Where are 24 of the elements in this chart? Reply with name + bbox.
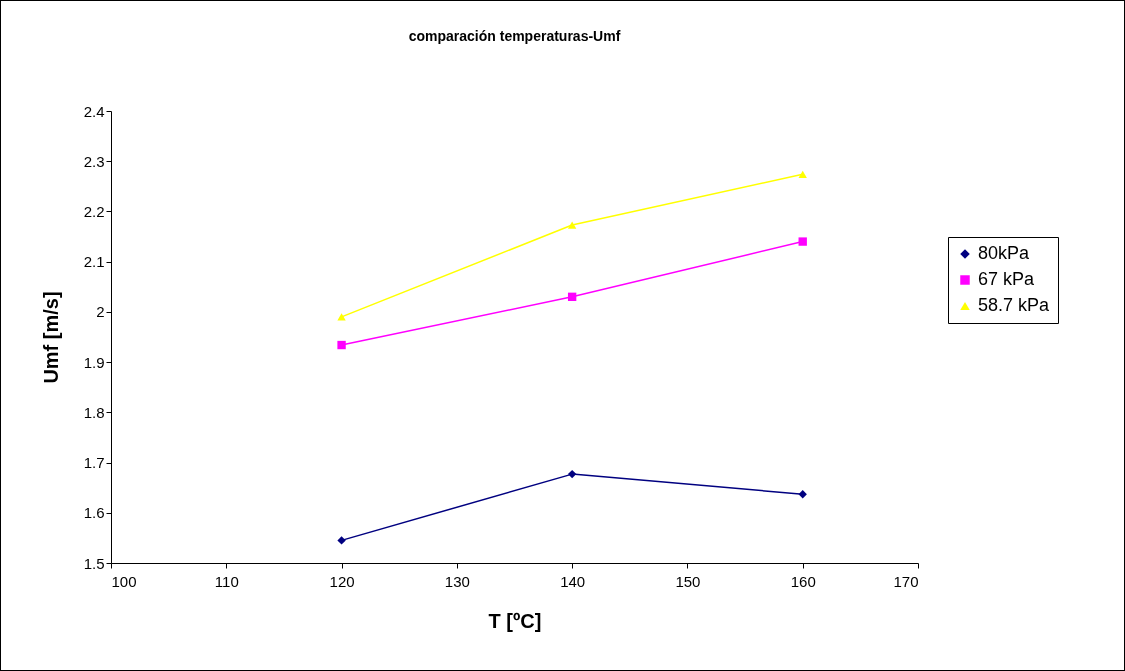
legend-label: 80kPa xyxy=(978,243,1031,263)
legend-label: 67 kPa xyxy=(978,269,1036,289)
x-tick-label: 130 xyxy=(444,572,470,590)
x-tick-label: 110 xyxy=(214,572,239,590)
x-tick-label: 160 xyxy=(790,572,816,590)
chart-title: comparación temperaturas-Umf xyxy=(408,28,621,44)
legend-label: 58.7 kPa xyxy=(978,295,1051,315)
y-tick-label: 2.2 xyxy=(83,202,105,220)
y-tick-label: 1.8 xyxy=(83,403,105,421)
x-tick-label: 170 xyxy=(893,572,919,590)
y-tick-label: 2.1 xyxy=(83,253,105,271)
y-tick-label: 1.6 xyxy=(83,504,105,522)
y-tick-label: 2 xyxy=(96,303,105,321)
x-tick-label: 100 xyxy=(111,572,137,590)
x-axis-title: T [ºC] xyxy=(488,609,542,632)
y-tick-label: 1.9 xyxy=(83,353,105,371)
x-tick-label: 120 xyxy=(329,572,355,590)
x-tick-label: 140 xyxy=(560,572,586,590)
y-tick-label: 2.3 xyxy=(83,152,105,170)
y-tick-label: 1.5 xyxy=(83,554,105,572)
y-tick-label: 1.7 xyxy=(83,454,105,472)
y-tick-label: 2.4 xyxy=(83,102,105,120)
x-tick-label: 150 xyxy=(675,572,701,590)
y-axis-title: Umf [m/s] xyxy=(39,291,62,384)
